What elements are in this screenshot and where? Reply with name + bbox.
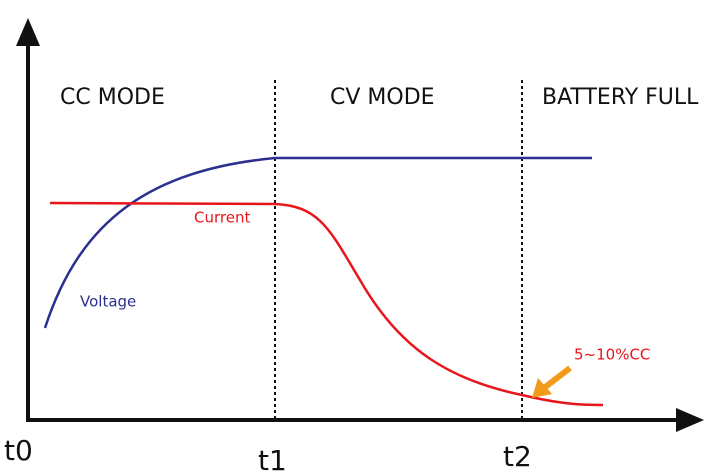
time-label: t1	[258, 444, 287, 476]
annotation-arrowhead	[532, 378, 552, 398]
mode-label: BATTERY FULL	[542, 85, 699, 110]
current-curve	[49, 201, 604, 407]
mode-label: CC MODE	[60, 85, 165, 110]
mode-label: CV MODE	[330, 85, 435, 110]
x-arrow	[676, 408, 704, 432]
annotation-arrow	[542, 365, 572, 391]
current-label: Current	[194, 209, 250, 227]
time-label: t2	[503, 440, 532, 473]
voltage-label: Voltage	[80, 293, 136, 311]
y-arrow	[16, 18, 40, 46]
annotation-label: 5~10%CC	[574, 346, 650, 364]
time-label: t0	[4, 434, 33, 467]
